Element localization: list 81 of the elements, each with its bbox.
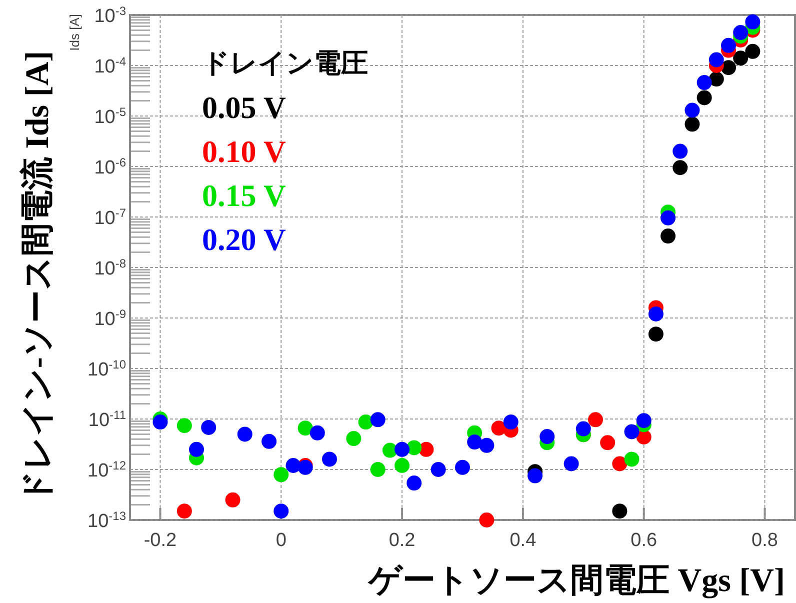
point <box>612 456 628 472</box>
point <box>672 144 688 159</box>
point <box>696 75 712 90</box>
point <box>298 420 313 436</box>
point <box>467 434 482 450</box>
text: 0.05 V <box>202 90 286 125</box>
x-tick-label: 0.4 <box>510 530 537 551</box>
y-tick-label: 10$^{-9}$ <box>94 307 126 330</box>
y-axis-title: ドレイン-ソース間電流 Ids [A] <box>19 50 56 504</box>
point <box>540 429 555 444</box>
point <box>564 456 579 472</box>
point <box>624 424 640 440</box>
point <box>588 412 603 428</box>
y-tick-label: 10$^{-12}$ <box>88 458 126 482</box>
point <box>648 326 664 342</box>
point <box>479 512 494 528</box>
point <box>262 434 277 449</box>
point <box>201 420 216 435</box>
point <box>406 476 422 491</box>
point <box>708 52 724 68</box>
y-tick-label: 10$^{-4}$ <box>94 54 126 78</box>
point <box>358 414 374 430</box>
point <box>322 452 337 467</box>
point <box>733 50 748 66</box>
point <box>430 462 446 477</box>
point <box>394 458 410 473</box>
point <box>152 414 168 430</box>
y-tick-label: 10$^{-6}$ <box>94 156 126 178</box>
point <box>370 412 386 428</box>
legend-title: ドレイン電圧 <box>202 48 368 78</box>
point <box>696 90 712 106</box>
point <box>176 418 192 434</box>
y-tick-label: 10$^{-7}$ <box>94 206 126 229</box>
x-tick-label: 0.2 <box>388 530 416 551</box>
point <box>600 435 616 450</box>
y-tick-label: 10$^{-5}$ <box>94 105 126 128</box>
point <box>455 460 470 475</box>
text: 0.20 V <box>202 222 286 257</box>
point <box>648 306 664 322</box>
point <box>176 504 192 519</box>
point <box>721 38 736 53</box>
point <box>274 504 289 519</box>
point <box>503 414 518 430</box>
point <box>624 452 640 467</box>
point <box>636 413 652 428</box>
text: Ids [A] <box>67 14 82 51</box>
point <box>274 467 289 482</box>
point <box>660 210 676 226</box>
point <box>528 468 543 484</box>
point <box>479 438 494 453</box>
point <box>672 160 688 176</box>
point <box>660 228 676 244</box>
point <box>612 504 628 519</box>
point <box>225 492 240 508</box>
x-axis-title: ゲートソース間電圧 Vgs [V] <box>368 563 785 599</box>
point <box>346 431 362 446</box>
point <box>733 25 748 40</box>
point <box>406 440 422 456</box>
point <box>286 458 301 473</box>
y-tick-label: 10$^{-10}$ <box>88 358 126 380</box>
y-tick-label: 10$^{-8}$ <box>94 256 126 280</box>
point <box>189 442 204 457</box>
x-tick-label: -0.2 <box>144 530 177 551</box>
point <box>370 462 386 477</box>
point <box>394 442 410 457</box>
point <box>684 102 700 118</box>
text: 0.10 V <box>202 134 286 169</box>
text: 0.15 V <box>202 178 286 213</box>
point <box>576 421 591 436</box>
point <box>684 116 700 132</box>
x-tick-label: 0.8 <box>752 530 778 551</box>
x-tick-label: 0 <box>276 530 286 551</box>
point <box>745 14 760 30</box>
point <box>310 425 325 440</box>
x-tick-label: 0.6 <box>630 530 658 551</box>
y-tick-label: 10$^{-11}$ <box>88 408 126 431</box>
y-tick-label: 10$^{-3}$ <box>94 4 126 27</box>
point <box>745 44 760 59</box>
point <box>237 426 252 442</box>
y-tick-label: 10$^{-13}$ <box>88 509 126 532</box>
point <box>721 60 736 76</box>
